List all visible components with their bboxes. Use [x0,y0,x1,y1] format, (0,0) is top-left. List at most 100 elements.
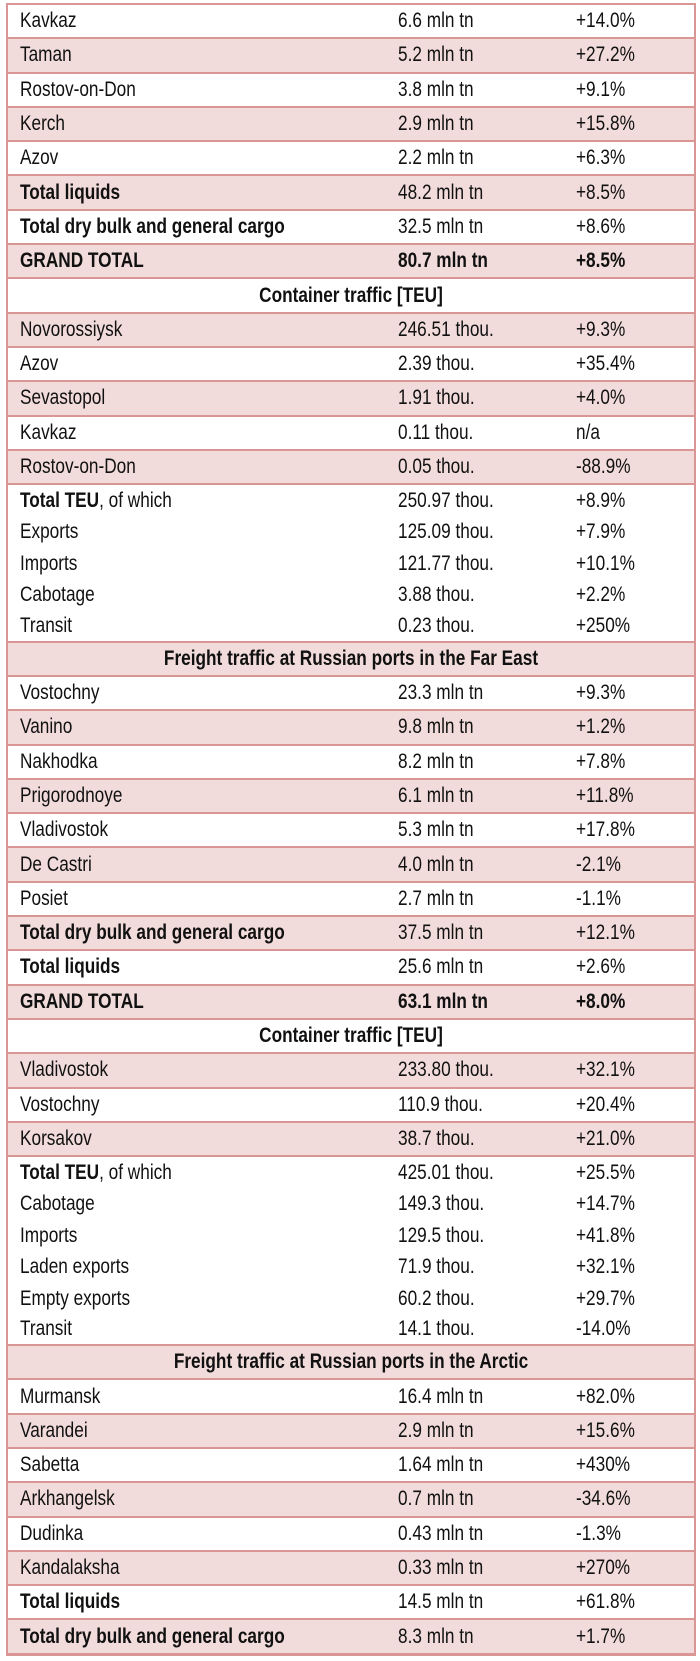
row-value: 6.1 mln tn [398,783,474,807]
table-row: Empty exports 60.2 thou. +29.7% [8,1283,694,1315]
row-label-suffix: , of which [99,1160,172,1184]
row-change: +25.5% [576,1160,635,1184]
row-change: +9.3% [576,681,626,705]
table-row: Taman 5.2 mln tn +27.2% [8,39,694,74]
table-row: Kavkaz 6.6 mln tn +14.0% [8,5,694,40]
row-value: 233.80 thou. [398,1058,494,1082]
row-label: Cabotage [20,583,95,607]
row-label: Rostov-on-Don [20,455,136,478]
row-label: De Castri [20,852,92,876]
row-label-bold: Total TEU [20,1160,100,1184]
row-value: 8.3 mln tn [398,1624,474,1648]
row-change: +7.8% [576,749,626,773]
port-traffic-table: Kavkaz 6.6 mln tn +14.0% Taman 5.2 mln tn +27… [6,3,696,1656]
row-label: Vladivostok [20,818,109,842]
row-change: -14.0% [576,1317,631,1341]
row-label: Vostochny [20,681,100,705]
row-value: 3.88 thou. [398,583,475,607]
row-change: +6.3% [576,146,626,170]
row-value: 5.2 mln tn [398,43,474,67]
row-label: Prigorodnoye [20,783,123,807]
table-row: Vladivostok 5.3 mln tn +17.8% [8,814,694,849]
table-row: Transit 0.23 thou. +250% [8,611,694,643]
row-label: Transit [20,1317,72,1341]
row-change: +1.2% [576,715,626,739]
row-value: 9.8 mln tn [398,715,474,739]
row-change: n/a [576,420,600,444]
table-row: Nakhodka 8.2 mln tn +7.8% [8,745,694,780]
row-value: 2.2 mln tn [398,146,474,170]
total-row: Total liquids 48.2 mln tn +8.5% [8,176,694,211]
table-row: Rostov-on-Don 0.05 thou. -88.9% [8,450,694,486]
row-change: +1.7% [576,1624,626,1648]
row-change: +29.7% [576,1286,635,1310]
row-change: -88.9% [576,455,631,478]
row-change: +21.0% [576,1126,635,1150]
row-value: 80.7 mln tn [398,249,488,273]
row-label: Cabotage [20,1192,95,1216]
row-label: Total liquids [20,955,121,979]
row-value: 246.51 thou. [398,317,494,341]
row-change: +9.1% [576,77,626,101]
row-value: 0.05 thou. [398,455,475,478]
table-row: Vostochny 23.3 mln tn +9.3% [8,676,694,712]
row-label: Total dry bulk and general cargo [20,1624,285,1648]
section-header: Freight traffic at Russian ports in the … [8,642,694,677]
row-value: 23.3 mln tn [398,681,484,705]
row-label: GRAND TOTAL [20,989,144,1013]
row-change: +8.9% [576,488,626,512]
row-change: +4.0% [576,386,626,410]
row-label: Total liquids [20,1590,121,1614]
row-label: Posiet [20,886,68,910]
table-row: Prigorodnoye 6.1 mln tn +11.8% [8,779,694,815]
row-value: 250.97 thou. [398,488,494,512]
row-label: Transit [20,613,72,637]
row-value: 425.01 thou. [398,1160,494,1184]
table-row: Arkhangelsk 0.7 mln tn -34.6% [8,1483,694,1518]
table-row: Cabotage 149.3 thou. +14.7% [8,1188,694,1221]
row-label: Sabetta [20,1453,80,1477]
table-row: Azov 2.39 thou. +35.4% [8,347,694,383]
row-value: 0.33 mln tn [398,1556,484,1580]
row-label: Total TEU, of which [20,1161,172,1185]
row-change: -2.1% [576,852,621,876]
row-change: +15.8% [576,112,635,136]
row-value: 71.9 thou. [398,1255,475,1279]
row-change: +8.6% [576,214,626,238]
table-row: Murmansk 16.4 mln tn +82.0% [8,1380,694,1415]
table-row: Sevastopol 1.91 thou. +4.0% [8,382,694,417]
row-label: Novorossiysk [20,317,123,341]
table-row: Dudinka 0.43 mln tn -1.3% [8,1517,694,1552]
row-change: -1.1% [576,886,621,910]
total-row: Total dry bulk and general cargo 37.5 mln… [8,917,694,952]
table-row: Total TEU, of which 250.97 thou. +8.9% [8,485,694,517]
table-row: Imports 129.5 thou. +41.8% [8,1220,694,1252]
table-row: Exports 125.09 thou. +7.9% [8,516,694,549]
row-label: Total dry bulk and general cargo [20,214,285,238]
table-row: Posiet 2.7 mln tn -1.1% [8,882,694,918]
row-value: 2.9 mln tn [398,1418,474,1442]
row-label-bold: Total TEU [20,488,100,512]
table-row: Rostov-on-Don 3.8 mln tn +9.1% [8,73,694,108]
table-row: Vladivostok 233.80 thou. +32.1% [8,1054,694,1089]
section-title: Container traffic [TEU] [259,283,443,307]
row-value: 5.3 mln tn [398,818,474,842]
row-label: GRAND TOTAL [20,249,144,273]
table-row: Imports 121.77 thou. +10.1% [8,548,694,580]
row-value: 110.9 thou. [398,1092,483,1116]
row-label: Total liquids [20,180,121,204]
row-label: Rostov-on-Don [20,77,136,101]
row-change: +27.2% [576,43,635,67]
row-change: +2.6% [576,955,626,979]
row-label: Dudinka [20,1521,84,1545]
row-label: Vladivostok [20,1058,109,1082]
row-label: Sevastopol [20,386,106,410]
total-row: Total dry bulk and general cargo 8.3 mln … [8,1620,694,1655]
row-value: 6.6 mln tn [398,9,474,33]
table-row: Novorossiysk 246.51 thou. +9.3% [8,313,694,348]
table-row: Total TEU, of which 425.01 thou. +25.5% [8,1157,694,1189]
row-value: 16.4 mln tn [398,1384,484,1408]
row-change: +7.9% [576,520,626,544]
row-change: +17.8% [576,818,635,842]
row-label: Imports [20,551,78,575]
